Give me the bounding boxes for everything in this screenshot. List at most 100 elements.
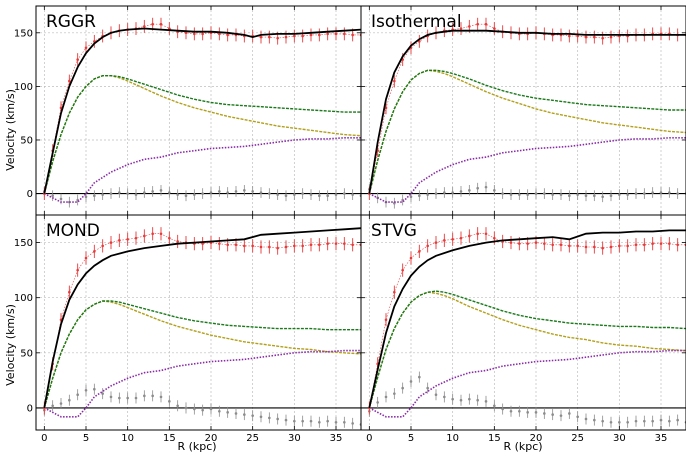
series-observed (43, 17, 361, 200)
observed-point (643, 243, 646, 247)
residual-point (584, 194, 588, 198)
x-tick-label: 35 (330, 433, 343, 444)
series-model-total (368, 229, 686, 409)
observed-point (234, 243, 238, 247)
residual-point (543, 192, 546, 195)
residual-point (159, 395, 163, 399)
plot-area (368, 17, 686, 209)
observed-point (301, 34, 304, 38)
residual-point (384, 395, 388, 399)
residual-point (576, 193, 579, 196)
series-observed (43, 227, 361, 415)
residual-point (259, 415, 263, 419)
residual-point (551, 413, 554, 416)
residual-point (493, 404, 496, 408)
series-stellar-disk (43, 75, 361, 194)
y-tick-label: 50 (20, 348, 33, 359)
residual-point (51, 404, 54, 408)
residual-point (109, 192, 113, 195)
residual-point (626, 420, 629, 424)
x-axis-label-left: R (kpc) (177, 440, 216, 453)
observed-point (526, 242, 529, 245)
residual-point (651, 419, 654, 423)
observed-line (44, 23, 361, 194)
observed-point (151, 22, 154, 26)
observed-point (384, 318, 388, 322)
plot-area (43, 227, 361, 430)
observed-point (576, 34, 579, 38)
panel-stvg: 0 5 10 15 20 25 30 35 STVG (360, 214, 686, 444)
x-axis-label-right: R (kpc) (503, 440, 542, 453)
residual-point (634, 419, 638, 423)
residual-point (126, 192, 129, 195)
residual-point (226, 191, 229, 194)
residual-point (626, 193, 629, 196)
x-tick-label: 30 (613, 433, 626, 444)
observed-point (243, 244, 246, 248)
observed-point (351, 243, 354, 247)
residual-point (209, 407, 213, 411)
series-dark-component (368, 137, 686, 203)
observed-point (568, 244, 571, 248)
series-gas (368, 290, 686, 409)
panel-isothermal: Isothermal (360, 5, 686, 216)
residual-point (634, 192, 638, 195)
observed-point (651, 242, 654, 245)
residual-point (484, 400, 488, 403)
observed-point (518, 242, 521, 245)
residual-point (618, 193, 621, 196)
series-residual (368, 181, 686, 209)
y-axis-label-bottom: Velocity (km/s) (4, 304, 17, 386)
residual-point (584, 417, 588, 421)
residual-point (109, 395, 113, 399)
residual-point (234, 412, 238, 415)
residual-point (551, 193, 554, 196)
residual-point (468, 189, 471, 192)
series-model-total (43, 227, 361, 409)
residual-point (618, 420, 621, 424)
residual-point (76, 393, 79, 397)
series-dark-component (43, 349, 361, 418)
residual-point (443, 395, 446, 399)
residual-point (601, 419, 604, 423)
residual-point (376, 401, 379, 404)
residual-point (434, 393, 438, 397)
residual-point (401, 386, 404, 390)
panel-title: MOND (46, 221, 100, 241)
residual-point (226, 411, 229, 414)
x-tick-label: 15 (488, 433, 501, 444)
residual-point (309, 419, 313, 423)
series-model-total (368, 29, 686, 194)
residual-point (251, 414, 254, 417)
panel-mond: 0 5 10 15 20 25 30 35 0 50 100 150 MOND (14, 214, 362, 444)
panel-title: RGGR (46, 12, 96, 32)
residual-point (601, 195, 604, 199)
observed-point (451, 237, 454, 241)
series-observed (368, 17, 686, 200)
series-dark-component (43, 137, 361, 203)
observed-line (369, 23, 686, 194)
residual-point (268, 416, 271, 420)
residual-point (234, 190, 238, 193)
residual-point (418, 375, 421, 379)
residual-point (418, 194, 421, 198)
panel-title: STVG (371, 221, 417, 241)
residual-point (93, 387, 96, 391)
plot-area (43, 17, 361, 208)
residual-point (468, 397, 471, 401)
x-tick-label: 0 (366, 433, 372, 444)
residual-point (93, 194, 96, 198)
residual-point (326, 194, 329, 198)
plot-area (368, 227, 686, 428)
residual-point (426, 386, 429, 390)
observed-point (676, 243, 679, 247)
residual-point (451, 397, 454, 401)
observed-point (334, 32, 338, 36)
y-tick-label: 0 (27, 189, 33, 200)
residual-point (68, 398, 71, 402)
residual-point (134, 396, 138, 400)
residual-point (334, 193, 338, 196)
residual-point (143, 191, 146, 194)
residual-point (534, 411, 538, 414)
y-tick-label: 50 (20, 135, 33, 146)
